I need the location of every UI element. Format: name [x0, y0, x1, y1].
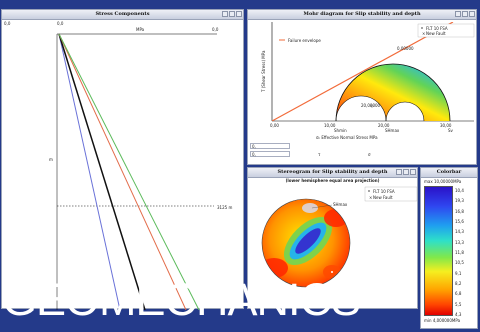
colorbar-title: Colorbar — [436, 169, 462, 175]
colorbar-titlebar: Colorbar — [421, 168, 477, 178]
mohr-xtick-0: 0,00 — [270, 123, 279, 128]
stereo-window-title: Stereogram for Slip stability and depth — [277, 169, 388, 175]
new-fault-legend-marker: × — [422, 31, 425, 36]
stress-line-blue — [58, 33, 121, 310]
stereo-blue-core — [295, 228, 321, 254]
stress-line-red — [58, 33, 187, 310]
tau-label: τ — [318, 152, 321, 157]
colorbar-min-label: min 4,000000MPa — [424, 318, 461, 323]
flt-legend-marker — [421, 27, 423, 29]
stereo-new-fault-marker: × — [369, 195, 372, 200]
mohr-plot: Failure envelope 0,00000 20,00000 FLT 10… — [261, 22, 475, 140]
mohr-mid-label: 20,00000 — [361, 103, 381, 108]
colorbar-tick-label: 6,8 — [455, 291, 462, 297]
mohr-legend-box — [417, 23, 475, 38]
stress-unit-label: MPa — [136, 27, 145, 32]
stereo-legend-new: New Fault — [373, 195, 393, 200]
depth-axis-mark: m — [49, 157, 53, 162]
mohr-xtick-1: 10,00 — [324, 123, 336, 128]
mohr-window-titlebar: Mohr diagram for Slip stability and dept… — [248, 10, 476, 20]
stereogram-plot: SHmax FLT 10 FSA × New Fault — [261, 186, 418, 288]
colorbar-ticks: 10,4 19,3 16,8 15,6 14,3 13,3 11,8 10,5 9,1 8,2 6,… — [455, 186, 477, 317]
stress-components-window: Stress Components 0,0 0,0 MPa 0,0 3125 m… — [1, 9, 244, 310]
mohr-x-sub-shmin: Shmin — [334, 128, 347, 133]
stereo-red-patch-2 — [324, 209, 348, 227]
mohr-x-label: σₙ Effective Normal Stress MPa — [316, 135, 378, 140]
stress-window-title: Stress Components — [95, 11, 150, 17]
stereo-shmax-label: SHmax — [333, 202, 348, 207]
stress-top-right-label: 0,0 — [212, 27, 219, 32]
mohr-y-label: T (Shear Stress) MPa — [261, 50, 266, 93]
mohr-x-sub-shmax: SHmax — [385, 128, 400, 133]
stereo-window-titlebar: Stereogram for Slip stability and depth — [248, 168, 417, 178]
geomechanics-wordmark: GEOMECHANICS — [2, 274, 361, 325]
stereo-legend-box — [364, 186, 418, 202]
colorbar-tick-label: 8,2 — [455, 281, 462, 286]
colorbar-window: Colorbar max 10,00000MPa min 4,000000MPa… — [420, 167, 478, 329]
stereo-fault-point — [331, 271, 333, 273]
stereo-legend-flt: FLT 10 FSA — [373, 189, 395, 194]
colorbar-tick-label: 10,5 — [455, 260, 464, 266]
mohr-outer-circle — [335, 63, 451, 121]
colorbar-tick-label: 13,3 — [455, 239, 464, 245]
colorbar-tick-label: 4,3 — [455, 312, 462, 317]
mohr-value-field-1[interactable]: 0, — [250, 143, 290, 149]
shmax-leader-line — [311, 204, 333, 209]
close-button[interactable] — [469, 11, 475, 17]
mohr-stress-region — [336, 64, 450, 121]
stress-window-controls — [222, 11, 242, 17]
close-button[interactable] — [236, 11, 242, 17]
mohr-diagram-window: Mohr diagram for Slip stability and dept… — [247, 9, 477, 165]
colorbar-gradient — [424, 186, 453, 316]
mohr-inner-circle-2 — [385, 101, 425, 121]
stereo-flt-marker — [368, 190, 370, 192]
colorbar-tick-label: 14,3 — [455, 229, 464, 235]
colorbar-tick-label: 11,8 — [455, 250, 464, 255]
mohr-peak-label: 0,00000 — [397, 46, 414, 51]
colorbar-tick-label: 15,6 — [455, 219, 464, 224]
colorbar-tick-label: 9,1 — [455, 270, 462, 276]
fault-point — [370, 104, 374, 108]
colorbar-max-label: max 10,00000MPa — [424, 179, 462, 184]
colorbar-tick-label: 5,5 — [455, 301, 462, 307]
colorbar-tick-label: 10,4 — [455, 188, 464, 193]
mohr-value-field-2[interactable]: 0, — [250, 151, 290, 157]
mohr-legend-new: New Fault — [426, 31, 446, 36]
minimize-button[interactable] — [222, 11, 228, 17]
sigma-label: σ — [368, 152, 371, 157]
stereo-subtitle: (lower hemisphere equal area projection) — [285, 178, 380, 183]
mohr-xtick-3: 30,00 — [440, 123, 452, 128]
mohr-legend-flt: FLT 10 FSA — [426, 26, 448, 31]
depth-marker-label: 3125 m — [217, 205, 233, 210]
mohr-window-title: Mohr diagram for Slip stability and dept… — [303, 11, 421, 17]
mohr-window-controls — [455, 11, 475, 17]
failure-envelope-line — [272, 22, 454, 121]
maximize-button[interactable] — [229, 11, 235, 17]
maximize-button[interactable] — [403, 169, 409, 175]
mohr-inner-circle-1 — [335, 95, 387, 121]
minimize-button[interactable] — [455, 11, 461, 17]
stereogram-window: Stereogram for Slip stability and depth … — [247, 167, 418, 309]
mohr-xtick-2: 20,00 — [378, 123, 390, 128]
close-button[interactable] — [410, 169, 416, 175]
colorbar-tick-label: 19,3 — [455, 198, 464, 204]
stereo-outline — [261, 198, 351, 288]
colorbar-tick-label: 16,8 — [455, 208, 464, 214]
failure-legend-label: Failure envelope — [288, 38, 321, 43]
maximize-button[interactable] — [462, 11, 468, 17]
stress-line-green — [58, 33, 200, 310]
stress-window-titlebar: Stress Components — [2, 10, 243, 20]
stress-top-left2-label: 0,0 — [57, 21, 64, 26]
stress-plot — [56, 33, 217, 310]
minimize-button[interactable] — [396, 169, 402, 175]
stereo-light-patch — [302, 203, 318, 213]
stereo-window-controls — [396, 169, 416, 175]
stress-line-black — [58, 33, 146, 310]
stress-top-left-label: 0,0 — [4, 21, 11, 26]
mohr-x-sub-sv: Sv — [448, 128, 454, 133]
